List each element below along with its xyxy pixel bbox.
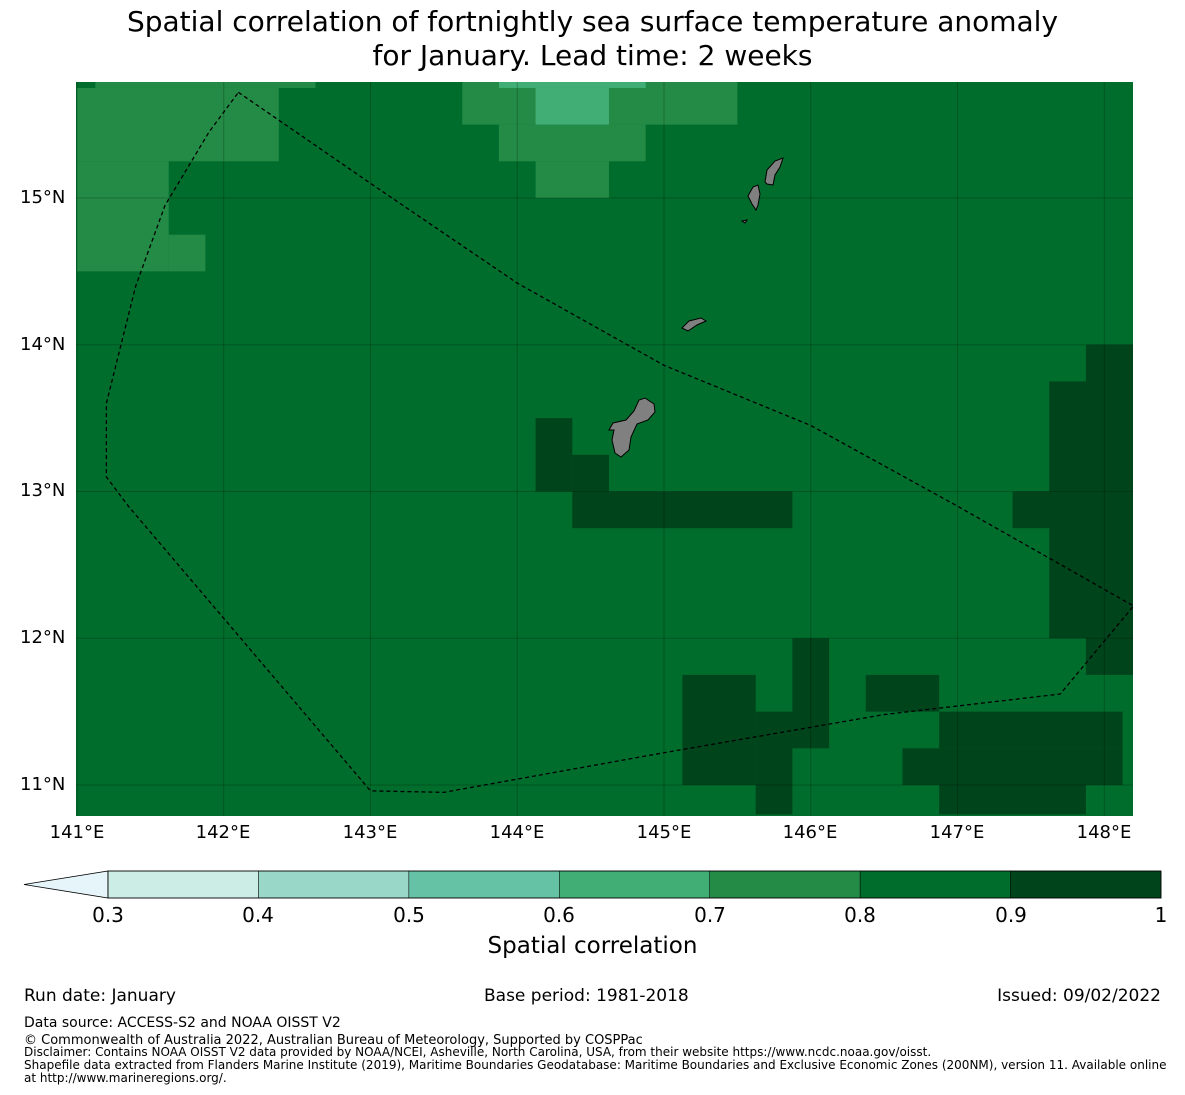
lat-tick-label: 11°N [20, 774, 66, 795]
correlation-cell [95, 82, 316, 88]
lon-tick-label: 148°E [1076, 822, 1132, 843]
lat-tick-label: 12°N [20, 627, 66, 648]
map-plot [76, 82, 1135, 816]
correlation-cell [902, 748, 1123, 785]
chart-title-line-2: for January. Lead time: 2 weeks [372, 39, 813, 72]
lon-tick-label: 146°E [782, 822, 838, 843]
correlation-cell [865, 674, 940, 712]
colorbar-tick-label: 0.9 [995, 903, 1027, 927]
island-tinian [747, 184, 761, 212]
colorbar-tick-label: 0.6 [543, 903, 575, 927]
lon-tick-label: 144°E [489, 822, 545, 843]
run-date: Run date: January [24, 986, 176, 1006]
colorbar-tick-label: 0.4 [242, 903, 274, 927]
colorbar-boxes [23, 870, 1162, 899]
colorbar-extend-triangle [23, 870, 109, 899]
correlation-cell [535, 418, 573, 492]
issued-date: Issued: 09/02/2022 [997, 986, 1161, 1006]
colorbar-tick-label: 0.3 [92, 903, 124, 927]
correlation-cell [535, 161, 609, 198]
lon-tick-label: 141°E [49, 822, 105, 843]
colorbar-frame [107, 870, 1162, 899]
correlation-cells [77, 82, 1133, 815]
lon-tick-label: 145°E [636, 822, 692, 843]
colorbar-box [1010, 870, 1162, 899]
copyright: © Commonwealth of Australia 2022, Austra… [24, 1033, 643, 1048]
map-background [76, 82, 1133, 816]
correlation-cell [939, 785, 1086, 815]
eez-boundary-line [105, 91, 1135, 793]
correlation-cell [168, 234, 206, 272]
correlation-cell [755, 711, 793, 815]
correlation-cell [498, 124, 646, 162]
correlation-cell [1085, 344, 1133, 675]
lon-tick-label: 143°E [342, 822, 398, 843]
correlation-cell [77, 161, 169, 272]
island-saipan [764, 157, 784, 186]
colorbar-label: Spatial correlation [487, 933, 698, 959]
colorbar-box [258, 870, 410, 899]
correlation-cell [77, 87, 279, 162]
land-islands [608, 157, 784, 458]
colorbar-box [709, 870, 861, 899]
island-rota [681, 317, 708, 332]
colorbar-tick-label: 0.5 [393, 903, 425, 927]
lat-tick-label: 13°N [20, 480, 66, 501]
correlation-cell [939, 711, 1123, 749]
correlation-cell [572, 491, 793, 529]
data-source: Data source: ACCESS-S2 and NOAA OISST V2 [24, 1015, 341, 1031]
colorbar-tick-label: 0.7 [694, 903, 726, 927]
correlation-cell [498, 82, 646, 88]
base-period: Base period: 1981-2018 [484, 986, 689, 1006]
shapefile-credit-line-1: Shapefile data extracted from Flanders M… [24, 1058, 1167, 1072]
lat-tick-label: 15°N [20, 187, 66, 208]
colorbar-box [859, 870, 1011, 899]
colorbar-box [107, 870, 259, 899]
lon-tick-label: 142°E [195, 822, 251, 843]
island-guam [608, 397, 656, 458]
island-aguijan [740, 219, 749, 224]
lon-tick-label: 147°E [929, 822, 985, 843]
colorbar-box [559, 870, 710, 899]
shapefile-credit-line-2: at http://www.marineregions.org/. [24, 1071, 227, 1085]
gridlines [76, 82, 1133, 816]
disclaimer: Disclaimer: Contains NOAA OISST V2 data … [24, 1045, 932, 1059]
correlation-cell [792, 638, 830, 749]
correlation-cell [535, 87, 609, 125]
correlation-cell [572, 454, 609, 492]
chart-title-line-1: Spatial correlation of fortnightly sea s… [126, 5, 1059, 38]
colorbar-box [408, 870, 560, 899]
correlation-cell [682, 674, 756, 785]
colorbar-tick-label: 1 [1154, 903, 1168, 927]
lat-tick-label: 14°N [20, 334, 66, 355]
colorbar-tick-label: 0.8 [844, 903, 876, 927]
